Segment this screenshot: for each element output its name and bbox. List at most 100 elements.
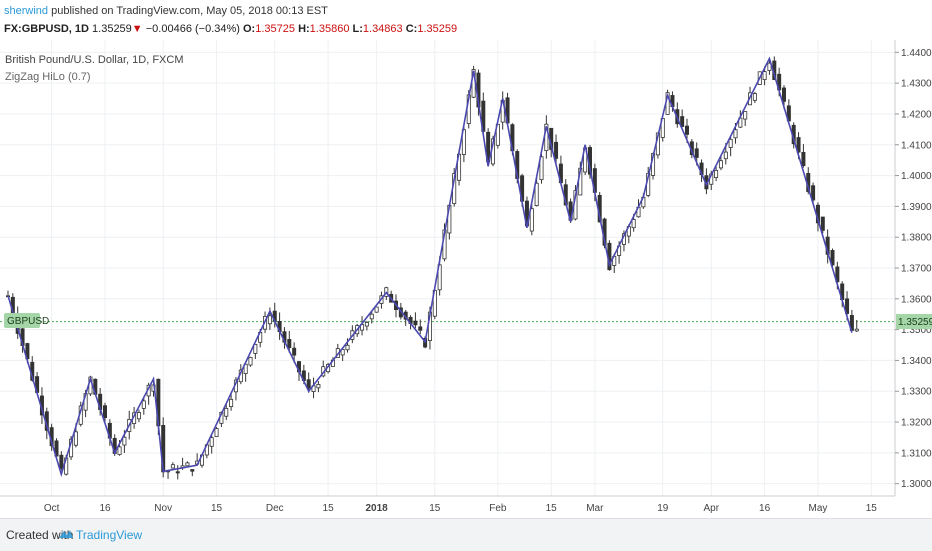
x-tick-label: Dec	[266, 503, 284, 514]
time-axis[interactable]: Oct 16 Nov 15 Dec 15 2018 15 Feb 15 Mar 19 Apr 16 May 1…	[44, 503, 877, 514]
close-value: 1.35259	[417, 23, 458, 35]
candle-body	[554, 141, 559, 159]
candle-body	[73, 431, 78, 446]
candle-body	[743, 111, 748, 120]
candle-body	[845, 298, 850, 314]
candle-body	[762, 71, 767, 81]
candle-body	[248, 356, 253, 366]
candle-body	[267, 315, 272, 325]
y-tick-label: 1.33000	[901, 387, 932, 398]
open-value: 1.35725	[255, 23, 295, 35]
candle-body	[752, 93, 757, 101]
y-tick-label: 1.39000	[901, 202, 932, 213]
candle-body	[253, 343, 258, 354]
x-tick-label: Mar	[586, 503, 604, 514]
candle-body	[292, 347, 297, 356]
x-tick-label: 15	[323, 503, 335, 514]
candle-body	[141, 400, 146, 409]
symbol-label[interactable]: FX:GBPUSD, 1D	[4, 23, 89, 35]
candle-body	[59, 454, 64, 469]
candle-body	[185, 462, 190, 467]
candle-body	[631, 219, 636, 229]
x-tick-label: 16	[759, 503, 771, 514]
candle-body	[680, 116, 685, 127]
y-tick-label: 1.43000	[901, 79, 932, 90]
x-tick-label: 15	[429, 503, 441, 514]
price-chart[interactable]: 1.30000 1.31000 1.32000 1.33000 1.34000 1.350…	[0, 40, 932, 518]
candle-body	[369, 313, 374, 320]
y-tick-label: 1.32000	[901, 418, 932, 429]
candlestick-series	[6, 56, 859, 480]
footer-bar: Created with TradingView	[0, 518, 932, 551]
x-tick-label: Apr	[703, 503, 719, 514]
symbol-price-tag: GBPUSD	[4, 313, 49, 328]
candle-body	[820, 216, 825, 231]
x-tick-label: Nov	[154, 503, 172, 514]
price-change: −0.00466 (−0.34%)	[145, 23, 240, 35]
created-with-text: Created with	[6, 528, 74, 542]
x-tick-label: 2018	[365, 503, 388, 514]
candle-body	[685, 125, 690, 135]
candle-body	[340, 349, 345, 356]
candle-body	[287, 339, 292, 349]
candle-body	[801, 151, 806, 167]
x-tick-label: Feb	[489, 503, 507, 514]
y-tick-label: 1.30000	[901, 479, 932, 490]
last-price-tag-text: 1.35259	[898, 317, 932, 328]
candle-body	[209, 437, 214, 447]
candle-body	[374, 306, 379, 313]
candle-body	[117, 446, 122, 455]
candle-body	[175, 471, 180, 474]
x-tick-label: 16	[99, 503, 111, 514]
candle-body	[103, 405, 108, 419]
candle-body	[461, 129, 466, 155]
y-tick-label: 1.36000	[901, 294, 932, 305]
candle-body	[190, 469, 195, 472]
candle-body	[214, 428, 219, 438]
candle-body	[796, 137, 801, 153]
tradingview-brand-link[interactable]: TradingView	[76, 528, 143, 542]
author-link[interactable]: sherwind	[4, 5, 49, 17]
candle-body	[694, 148, 699, 158]
y-tick-label: 1.42000	[901, 109, 932, 120]
x-tick-label: 15	[866, 503, 878, 514]
candle-body	[811, 185, 816, 201]
candle-body	[529, 208, 534, 232]
y-tick-label: 1.44000	[901, 48, 932, 59]
chart-header: sherwind published on TradingView.com, M…	[0, 0, 932, 40]
candle-body	[306, 379, 311, 389]
y-tick-label: 1.35000	[901, 325, 932, 336]
high-label: H:	[298, 23, 310, 35]
candle-body	[854, 328, 859, 332]
ohlc-line: FX:GBPUSD, 1D 1.35259 ▼ −0.00466 (−0.34%)…	[4, 23, 457, 35]
published-text: published on TradingView.com, May 05, 20…	[51, 5, 328, 17]
down-arrow-icon: ▼	[131, 23, 143, 35]
zigzag-indicator-line	[7, 56, 853, 478]
candle-body	[136, 412, 141, 420]
candle-body	[718, 160, 723, 169]
publish-info: sherwind published on TradingView.com, M…	[4, 5, 328, 17]
y-tick-label: 1.38000	[901, 233, 932, 244]
candle-body	[170, 464, 175, 469]
candle-body	[728, 138, 733, 148]
symbol-tag-text: GBPUSD	[7, 316, 49, 327]
candle-body	[714, 170, 719, 179]
candle-body	[767, 62, 772, 71]
x-tick-label: May	[808, 503, 827, 514]
x-tick-label: Oct	[44, 503, 60, 514]
y-tick-label: 1.31000	[901, 448, 932, 459]
chart-grid	[0, 40, 895, 496]
price-axis[interactable]: 1.30000 1.31000 1.32000 1.33000 1.34000 1.350…	[895, 48, 932, 490]
legend-indicator[interactable]: ZigZag HiLo (0.7)	[5, 71, 91, 83]
candle-body	[733, 129, 738, 139]
x-tick-label: 15	[211, 503, 223, 514]
x-tick-label: 15	[546, 503, 558, 514]
close-label: C:	[405, 23, 418, 35]
y-tick-label: 1.37000	[901, 264, 932, 275]
candle-body	[224, 407, 229, 417]
candle-body	[122, 436, 127, 446]
candle-body	[539, 156, 544, 181]
tradingview-logo-icon[interactable]	[58, 527, 74, 541]
low-label: L:	[352, 23, 363, 35]
x-tick-label: 19	[657, 503, 669, 514]
